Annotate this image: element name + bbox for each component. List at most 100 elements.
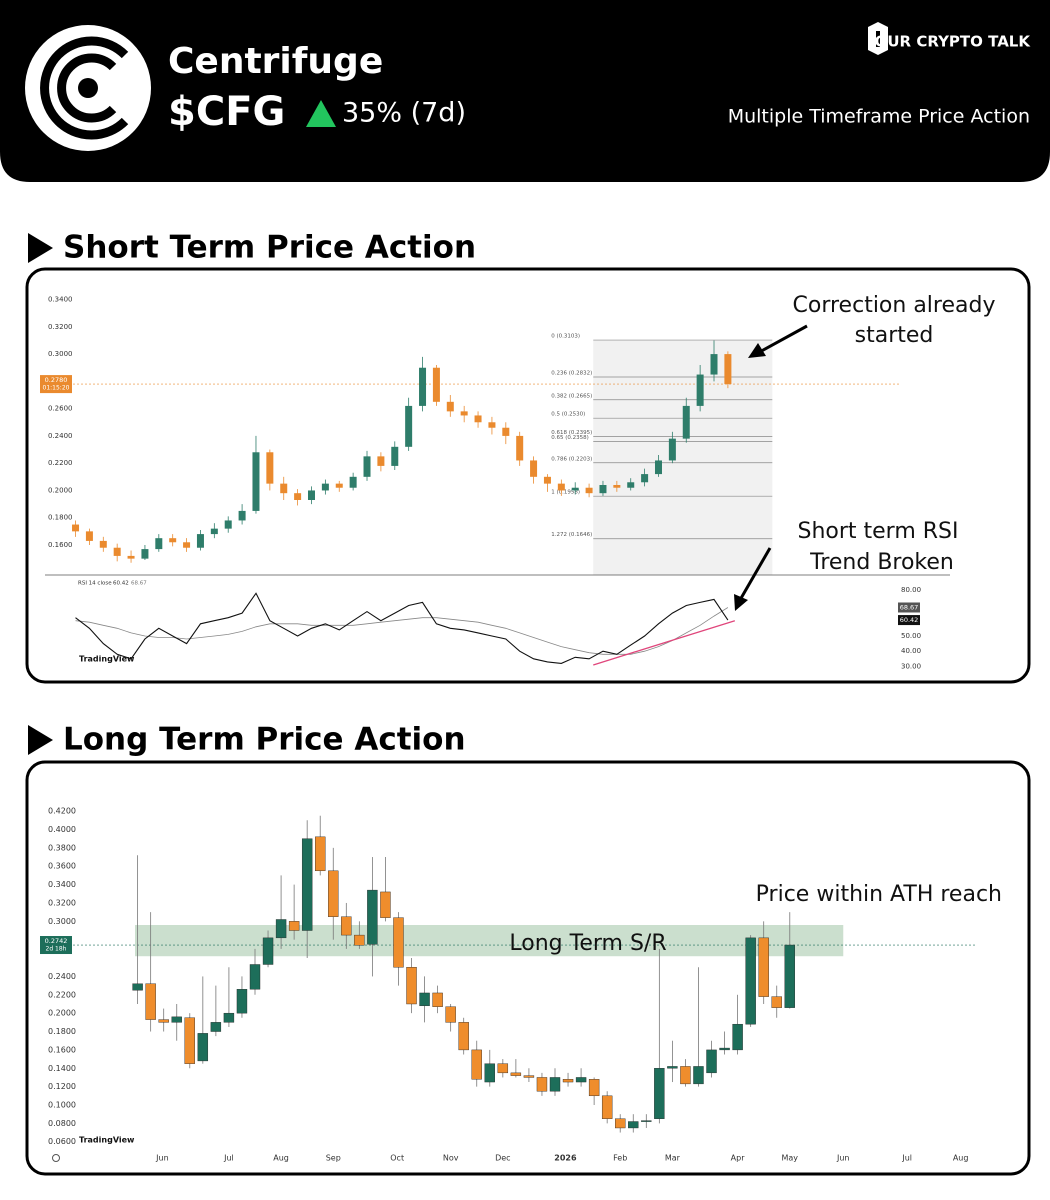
tv-mark: TradingView: [79, 1136, 135, 1145]
rsi-tick-label: 50.00: [901, 632, 921, 640]
section-title: Long Term Price Action: [63, 722, 466, 758]
candle-body: [315, 836, 326, 872]
candle-body: [419, 992, 430, 1007]
rsi-value-label: 60.42: [900, 616, 919, 624]
y-tick-label: 0.1600: [48, 1045, 76, 1054]
candle-body: [238, 510, 246, 521]
candle-body: [183, 542, 191, 548]
candle-body: [197, 1033, 209, 1062]
candle-body: [502, 427, 510, 436]
y-tick-label: 0.3400: [48, 296, 73, 304]
annotation: Trend Broken: [809, 550, 954, 575]
candle-body: [262, 937, 274, 965]
y-tick-label: 0.2400: [48, 432, 73, 440]
y-tick-label: 0.2000: [48, 1009, 76, 1018]
candle-body: [288, 921, 300, 931]
candle-body: [266, 452, 274, 484]
candle-body: [377, 456, 385, 466]
up-triangle: [306, 100, 336, 127]
x-tick-label: Nov: [443, 1154, 459, 1163]
x-tick-label: Jul: [901, 1154, 912, 1163]
candle-body: [321, 483, 329, 491]
y-tick-label: 0.4200: [48, 807, 76, 816]
x-tick-label: Apr: [731, 1154, 746, 1163]
candle-body: [145, 983, 156, 1020]
brand: OUR CRYPTO TALK: [875, 33, 1032, 51]
y-tick-label: 0.3000: [48, 917, 76, 926]
candle-body: [543, 476, 551, 484]
candle-body: [210, 528, 218, 535]
candle-body: [363, 456, 371, 477]
candle-body: [613, 485, 621, 488]
rsi-value-label: 68.67: [900, 603, 919, 611]
charts: 0.1600 0.1800 0.2000 0.2200 0.2400 0.2600 0.30…: [40, 296, 975, 1163]
candle-body: [628, 1121, 639, 1129]
candle-body: [615, 1118, 626, 1129]
rsi-legend-value: 60.42: [113, 581, 129, 587]
y-tick-label: 0.3000: [48, 350, 73, 358]
y-tick-label: 0.1400: [48, 1064, 76, 1073]
candle-body: [275, 919, 287, 939]
y-tick-label: 0.4000: [48, 825, 76, 834]
y-tick-label: 0.2400: [48, 972, 76, 981]
x-tick-label: Oct: [390, 1154, 404, 1163]
candle-body: [784, 944, 795, 1008]
candle-body: [252, 452, 260, 511]
candle-body: [158, 1019, 169, 1023]
rsi-tick-label: 80.00: [901, 586, 921, 594]
candle-body: [141, 549, 149, 559]
y-tick-label: 0.0600: [48, 1137, 76, 1146]
candle-body: [99, 540, 107, 548]
candle-body: [588, 1079, 600, 1097]
candle-body: [474, 415, 482, 423]
y-tick-label: 0.2200: [48, 459, 73, 467]
x-tick-label: Jun: [155, 1154, 169, 1163]
countdown: 2d 18h: [46, 946, 67, 953]
section-marker: [28, 725, 53, 755]
logo-arc: [57, 53, 117, 123]
arrow-line: [738, 547, 772, 601]
candle-body: [710, 354, 718, 375]
price-change: 35% (7d): [342, 98, 466, 129]
fib-label: 0.5 (0.2530): [551, 412, 585, 418]
candle-body: [127, 555, 135, 559]
candle-body: [668, 438, 676, 461]
y-tick-label: 0.3400: [48, 880, 76, 889]
candle-body: [696, 374, 704, 406]
countdown: 01:15:20: [43, 385, 70, 392]
candle-body: [155, 538, 163, 550]
annotation: Correction already: [793, 293, 996, 318]
candle-body: [85, 531, 93, 541]
candle-body: [113, 547, 121, 556]
x-tick-label: Mar: [665, 1154, 681, 1163]
logo: [25, 25, 151, 151]
candle-body: [557, 483, 565, 491]
candle-body: [354, 934, 365, 946]
candle-body: [575, 1077, 587, 1083]
candle-body: [724, 354, 732, 385]
x-tick-label: Jun: [836, 1154, 850, 1163]
x-tick-label: Jul: [223, 1154, 234, 1163]
candle-body: [335, 483, 343, 488]
candle-body: [349, 476, 357, 488]
annotation: started: [855, 323, 934, 348]
annotation: Price within ATH reach: [756, 882, 1002, 907]
x-tick-label: 2026: [554, 1154, 577, 1163]
candle-body: [249, 964, 261, 990]
arrow-line: [755, 324, 808, 356]
fib-label: 0.786 (0.2203): [551, 456, 592, 462]
y-tick-label: 0.2000: [48, 486, 73, 494]
chart-panel: [25, 267, 1031, 684]
x-tick-label: Aug: [953, 1154, 969, 1163]
candle-body: [458, 1022, 469, 1051]
candle-body: [280, 483, 288, 494]
subtitle: Multiple Timeframe Price Action: [728, 106, 1030, 128]
candle-body: [72, 524, 80, 532]
candle-body: [667, 1066, 678, 1069]
y-tick-label: 0.3600: [48, 862, 76, 871]
y-tick-label: 0.2600: [48, 405, 73, 413]
candle-body: [446, 401, 454, 412]
candle-body: [380, 891, 391, 918]
logo-arc: [40, 36, 129, 140]
candle-body: [682, 405, 690, 439]
